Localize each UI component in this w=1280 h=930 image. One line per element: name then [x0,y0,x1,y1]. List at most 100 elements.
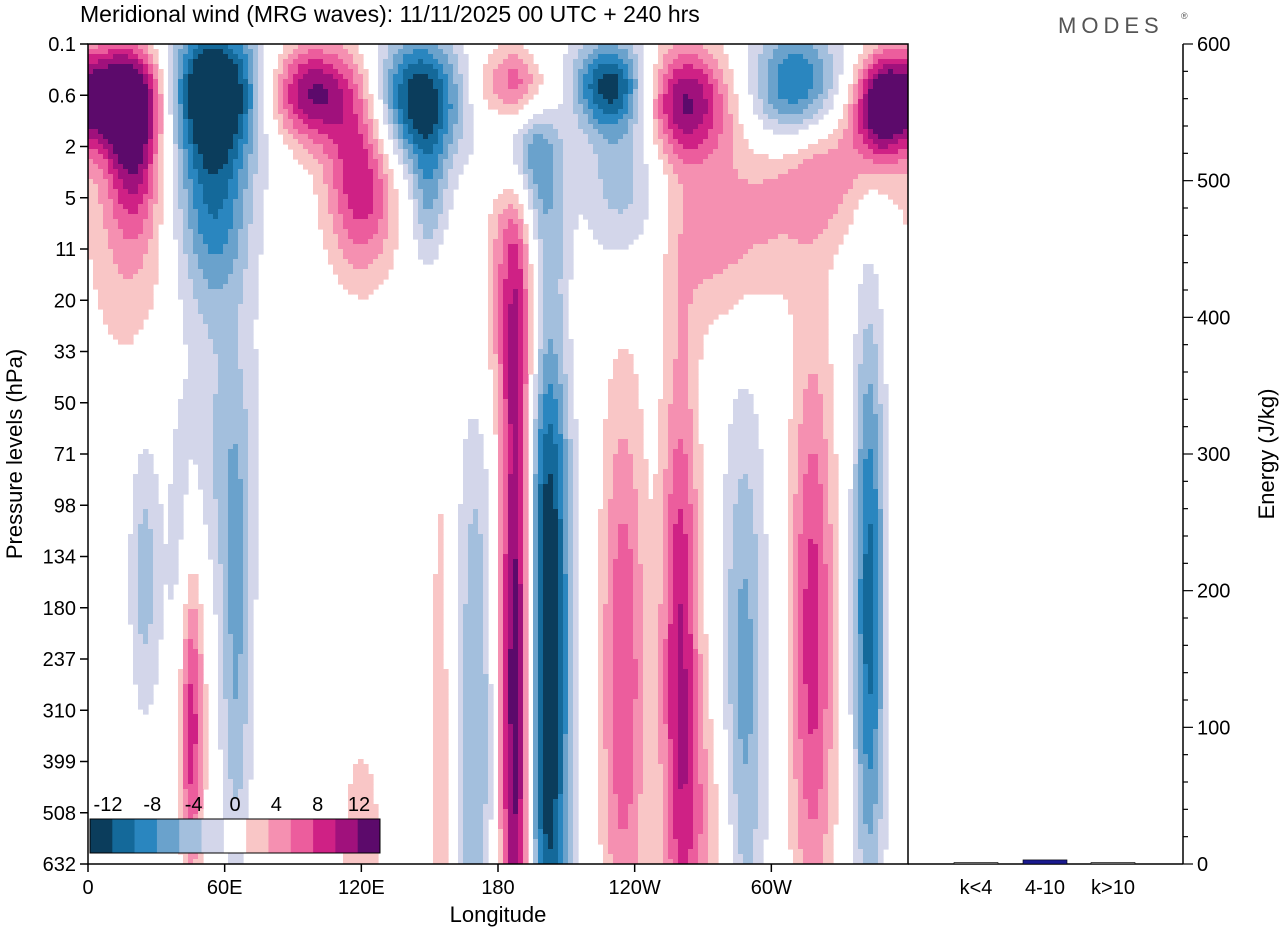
heatmap-cell [153,579,179,585]
heatmap-cell [433,229,444,235]
heatmap-cell [213,349,239,355]
heatmap-cell [793,519,804,525]
heatmap-cell [853,424,859,430]
heatmap-cell [603,459,614,465]
heatmap-cell [518,599,524,605]
heatmap-cell [508,509,519,515]
heatmap-cell [133,524,139,530]
heatmap-cell [133,629,139,635]
heatmap-cell [818,564,829,570]
heatmap-cell [523,319,529,325]
heatmap-cell [613,99,624,105]
heatmap-cell [523,464,529,470]
heatmap-cell [178,94,184,100]
heatmap-cell [383,189,389,195]
heatmap-cell [633,59,639,65]
heatmap-cell [503,209,519,215]
heatmap-cell [218,554,229,560]
heatmap-cell [228,159,234,165]
heatmap-cell [498,589,504,595]
heatmap-cell [863,594,874,600]
heatmap-cell [713,114,724,120]
heatmap-cell [143,514,149,520]
heatmap-cell [833,564,839,570]
heatmap-cell [708,109,714,115]
heatmap-cell [238,319,254,325]
heatmap-cell [693,594,699,600]
heatmap-cell [673,99,684,105]
heatmap-cell [733,404,754,410]
heatmap-cell [233,59,244,65]
heatmap-cell [668,444,679,450]
heatmap-cell [193,49,204,55]
heatmap-cell [568,574,574,580]
heatmap-cell [188,94,244,100]
heatmap-cell [373,169,379,175]
heatmap-cell [198,179,229,185]
heatmap-cell [813,74,824,80]
heatmap-cell [443,124,449,130]
heatmap-cell [148,134,154,140]
heatmap-cell [728,569,759,575]
heatmap-cell [248,244,264,250]
heatmap-cell [623,114,634,120]
heatmap-cell [483,569,489,575]
heatmap-cell [523,634,529,640]
heatmap-cell [723,79,734,85]
heatmap-cell [603,434,644,440]
heatmap-cell [243,149,254,155]
heatmap-cell [903,219,908,225]
heatmap-cell [563,99,574,105]
heatmap-cell [238,349,259,355]
heatmap-cell [248,439,259,445]
heatmap-cell [583,74,594,80]
heatmap-cell [453,164,464,170]
heatmap-cell [143,59,149,65]
heatmap-cell [253,119,259,125]
heatmap-cell [788,599,794,605]
heatmap-cell [493,89,529,95]
heatmap-cell [178,149,184,155]
heatmap-cell [233,159,244,165]
heatmap-cell [488,244,494,250]
heatmap-cell [628,444,644,450]
heatmap-cell [538,324,544,330]
heatmap-cell [848,554,854,560]
heatmap-cell [458,149,474,155]
heatmap-cell [328,154,339,160]
heatmap-cell [818,374,834,380]
heatmap-cell [458,634,464,640]
heatmap-cell [188,574,199,580]
heatmap-cell [598,574,609,580]
heatmap-cell [218,549,229,555]
heatmap-cell [438,224,449,230]
heatmap-cell [178,69,184,75]
heatmap-cell [218,619,224,625]
heatmap-cell [803,509,824,515]
heatmap-cell [153,214,164,220]
heatmap-cell [608,594,614,600]
heatmap-cell [863,534,869,540]
heatmap-cell [193,284,209,290]
heatmap-cell [213,429,249,435]
heatmap-cell [593,69,624,75]
heatmap-cell [243,599,249,605]
heatmap-cell [418,244,439,250]
heatmap-cell [228,184,239,190]
heatmap-cell [848,124,854,130]
heatmap-cell [673,134,709,140]
heatmap-cell [563,419,569,425]
heatmap-cell [508,469,514,475]
heatmap-cell [593,109,604,115]
heatmap-cell [343,119,359,125]
heatmap-cell [693,409,699,415]
heatmap-cell [738,634,754,640]
heatmap-cell [258,154,269,160]
heatmap-cell [553,159,564,165]
heatmap-cell [248,124,254,130]
heatmap-cell [323,229,334,235]
heatmap-cell [613,564,634,570]
heatmap-cell [628,529,639,535]
heatmap-cell [863,424,879,430]
heatmap-cell [493,289,499,295]
